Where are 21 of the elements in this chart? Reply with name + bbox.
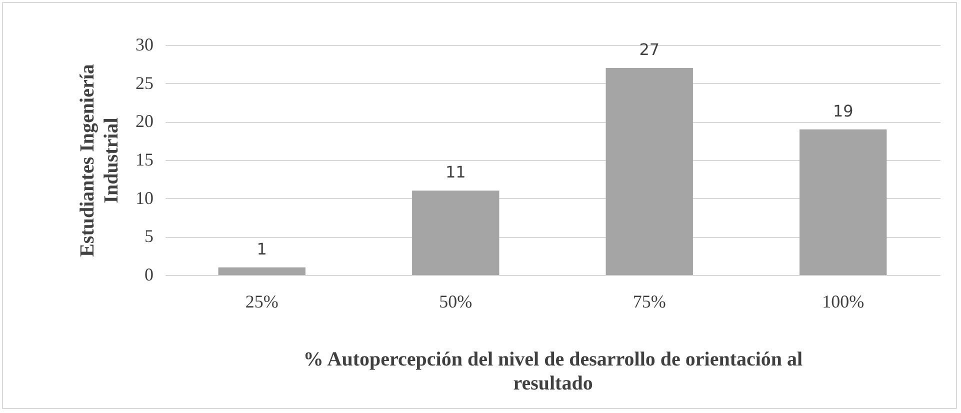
y-tick-label: 10 — [136, 188, 154, 208]
y-tick-label: 15 — [136, 150, 154, 170]
data-label: 1 — [256, 239, 267, 258]
data-label: 19 — [832, 101, 854, 120]
data-label: 11 — [445, 162, 466, 182]
x-tick-label: 100% — [822, 292, 864, 312]
y-tick-label: 25 — [136, 72, 154, 93]
bar — [218, 267, 306, 275]
x-tick-label: 25% — [245, 292, 278, 312]
bar — [412, 190, 500, 275]
bar — [606, 68, 693, 275]
x-axis-title: % Autopercepción del nivel de desarrollo de orientación al resultado — [303, 348, 804, 394]
x-tick-label: 50% — [439, 292, 472, 312]
x-tick-label: 75% — [632, 292, 666, 312]
bar — [800, 129, 887, 275]
y-tick-label: 5 — [144, 226, 154, 246]
y-tick-label: 30 — [136, 34, 154, 54]
y-axis-title: Estudiantes Ingeniería Industrial — [76, 64, 122, 257]
y-tick-label: 20 — [136, 111, 154, 132]
y-tick-label: 0 — [144, 264, 154, 284]
data-label: 27 — [639, 40, 660, 59]
